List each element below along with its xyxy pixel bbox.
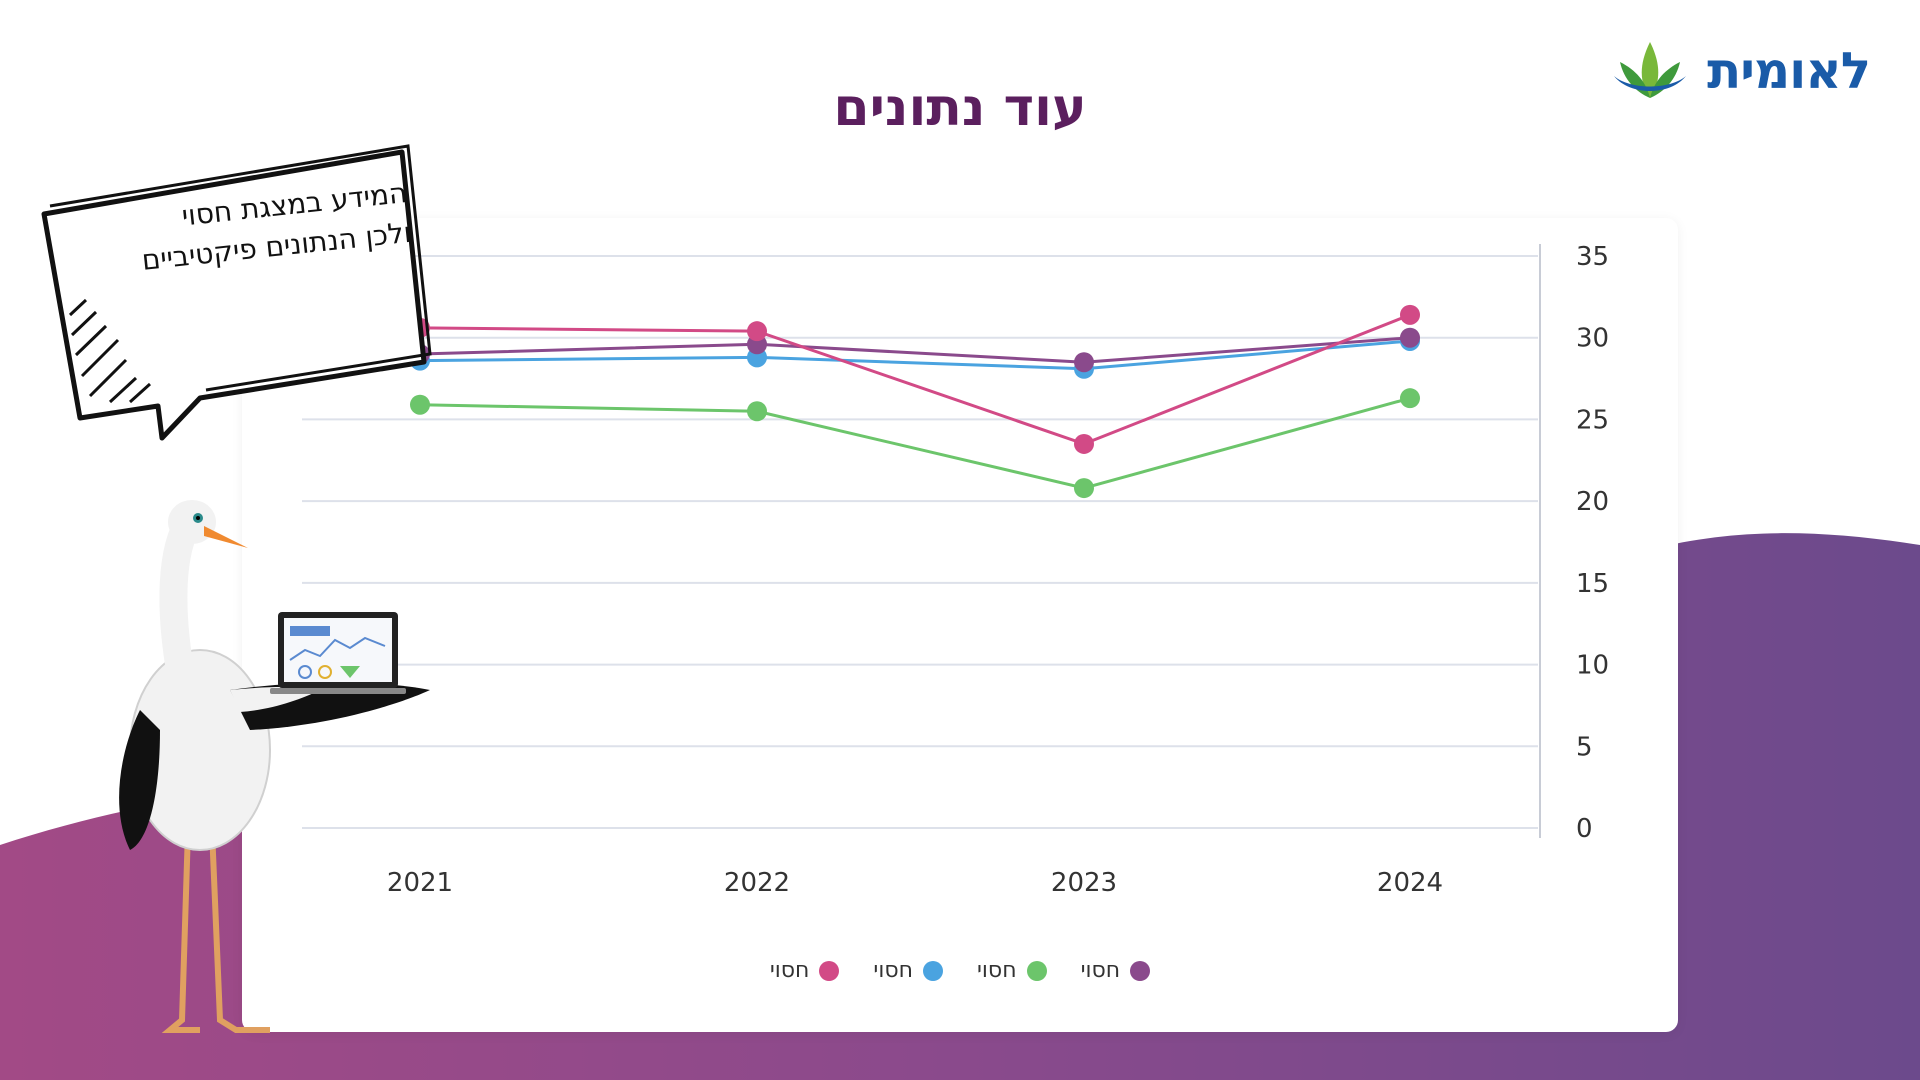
legend-item[interactable]: חסוי — [770, 958, 840, 983]
chart-legend: חסוי חסוי חסוי חסוי — [0, 958, 1920, 983]
series-3 — [410, 327, 1420, 373]
data-point — [410, 394, 430, 415]
legend-marker — [1130, 960, 1151, 981]
y-tick-label: 20 — [1576, 487, 1609, 517]
y-tick-label: 15 — [1576, 569, 1609, 599]
x-tick-label: 2021 — [387, 868, 453, 898]
data-point — [747, 401, 767, 422]
y-tick-label: 35 — [1576, 242, 1609, 272]
y-tick-label: 5 — [1576, 732, 1593, 762]
legend-item[interactable]: חסוי — [873, 958, 943, 983]
data-point — [1400, 388, 1420, 409]
legend-label: חסוי — [769, 958, 810, 983]
chart-series — [410, 304, 1420, 499]
y-tick-label: 10 — [1576, 651, 1609, 681]
series-0 — [410, 304, 1420, 454]
data-point — [1400, 304, 1420, 325]
series-line — [419, 339, 1411, 371]
legend-item[interactable]: חסוי — [1081, 958, 1151, 983]
legend-marker — [1026, 960, 1047, 981]
x-tick-label: 2022 — [724, 868, 790, 898]
x-tick-label: 2023 — [1051, 868, 1117, 898]
data-point — [1074, 352, 1094, 373]
data-point — [1074, 478, 1094, 499]
legend-label: חסוי — [977, 958, 1017, 983]
laptop-icon — [270, 612, 406, 694]
legend-label: חסוי — [1080, 958, 1121, 983]
y-axis: 0 5 10 15 20 25 30 35 — [1539, 242, 1609, 844]
legend-marker — [819, 960, 840, 981]
hatch-marks — [68, 298, 152, 404]
y-tick-label: 25 — [1576, 405, 1609, 435]
series-line — [419, 396, 1411, 490]
series-2 — [410, 388, 1420, 499]
data-point — [1074, 433, 1094, 454]
x-axis-labels: 2021 2022 2023 2024 — [387, 868, 1443, 898]
brand-logo: לאומית — [1610, 36, 1871, 106]
legend-label: חסוי — [873, 958, 913, 983]
leaf-logo-icon — [1614, 42, 1686, 98]
y-tick-label: 0 — [1576, 814, 1593, 844]
legend-item[interactable]: חסוי — [977, 958, 1047, 983]
series-line — [419, 313, 1411, 446]
logo-text: לאומית — [1707, 42, 1871, 100]
page-title: עוד נתונים — [833, 78, 1087, 138]
series-line — [419, 336, 1411, 364]
speech-bubble — [41, 144, 432, 441]
data-point — [747, 321, 767, 342]
stork-mascot — [119, 500, 430, 1033]
legend-marker — [923, 960, 943, 981]
x-tick-label: 2024 — [1377, 868, 1443, 898]
y-tick-label: 30 — [1576, 324, 1609, 354]
data-point — [1400, 327, 1420, 348]
